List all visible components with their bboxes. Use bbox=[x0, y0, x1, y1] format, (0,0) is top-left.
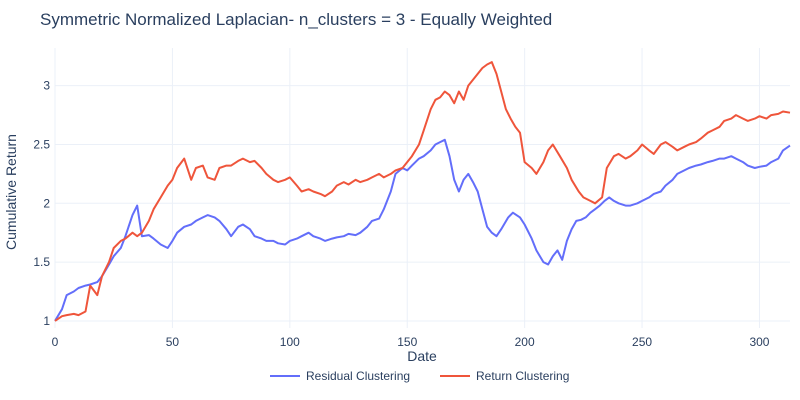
series-line-return-clustering[interactable] bbox=[54, 61, 791, 322]
legend-item-residual-clustering[interactable]: Residual Clustering bbox=[270, 369, 410, 383]
y-axis-ticks: 1 1.5 2 2.5 3 bbox=[33, 79, 50, 328]
x-axis-title: Date bbox=[407, 348, 437, 364]
x-tick-label: 100 bbox=[280, 335, 300, 349]
y-tick-label: 2 bbox=[43, 196, 50, 210]
x-tick-label: 50 bbox=[166, 335, 180, 349]
x-axis-ticks: 0 50 100 150 200 250 300 bbox=[52, 335, 770, 349]
legend-label: Return Clustering bbox=[476, 369, 569, 383]
series-lines bbox=[54, 61, 791, 322]
y-tick-label: 1.5 bbox=[33, 255, 50, 269]
legend-label: Residual Clustering bbox=[306, 369, 410, 383]
y-axis-title: Cumulative Return bbox=[3, 134, 19, 250]
x-tick-label: 200 bbox=[515, 335, 535, 349]
y-tick-label: 2.5 bbox=[33, 137, 50, 151]
x-tick-label: 300 bbox=[749, 335, 769, 349]
y-tick-label: 1 bbox=[43, 314, 50, 328]
x-tick-label: 0 bbox=[52, 335, 59, 349]
y-tick-label: 3 bbox=[43, 79, 50, 93]
chart-title: Symmetric Normalized Laplacian- n_cluste… bbox=[40, 10, 552, 29]
series-line-residual-clustering[interactable] bbox=[54, 138, 791, 322]
grid-lines bbox=[54, 48, 790, 328]
legend[interactable]: Residual Clustering Return Clustering bbox=[270, 369, 569, 383]
legend-item-return-clustering[interactable]: Return Clustering bbox=[440, 369, 569, 383]
x-tick-label: 250 bbox=[632, 335, 652, 349]
x-tick-label: 150 bbox=[397, 335, 417, 349]
